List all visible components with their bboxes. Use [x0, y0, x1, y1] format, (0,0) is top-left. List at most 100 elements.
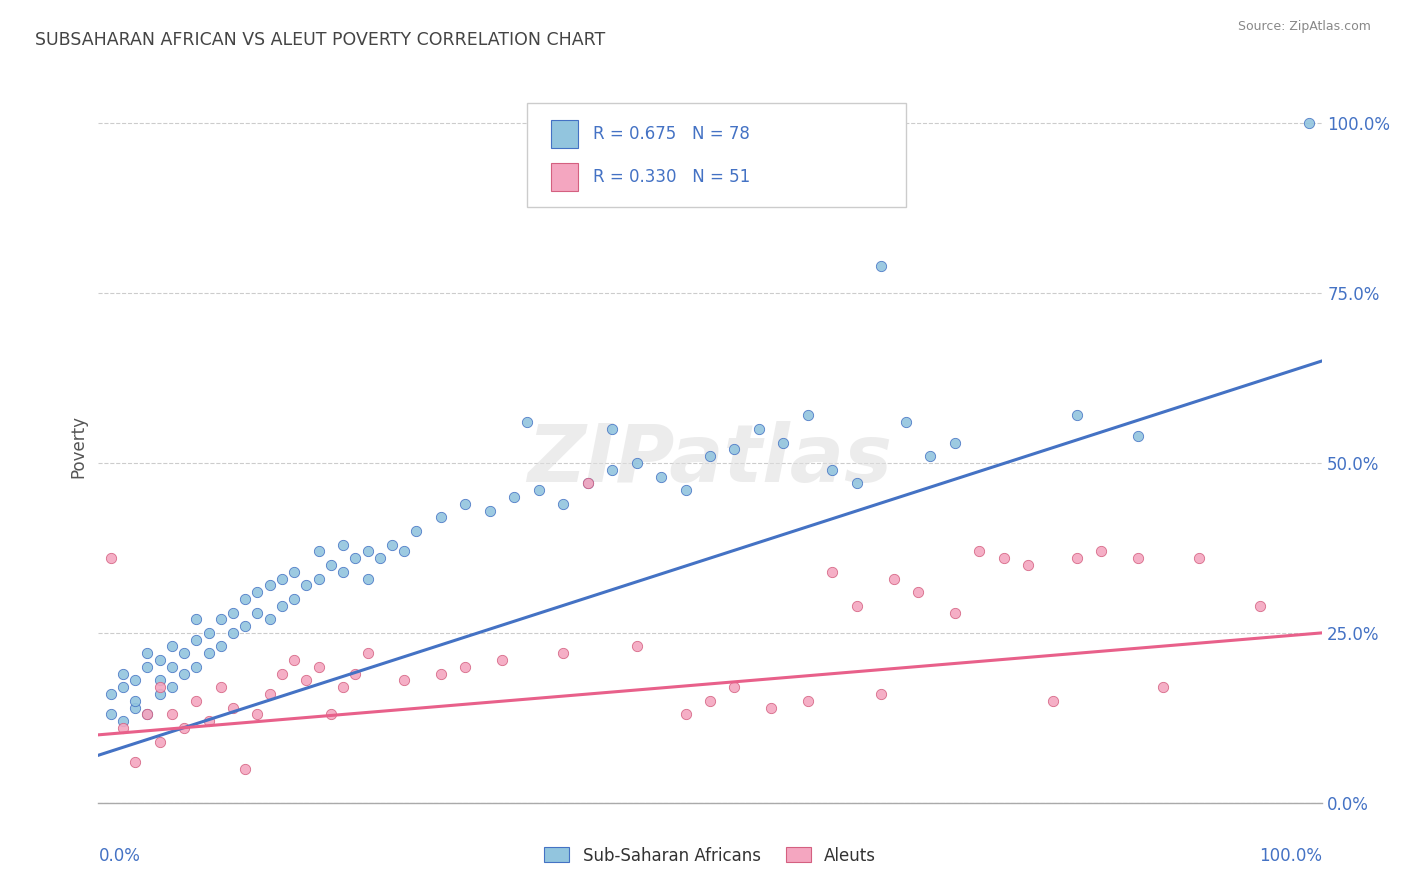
Point [491, 653, 513, 667]
Point [308, 660, 330, 674]
Point [100, 551, 122, 566]
Point [392, 544, 416, 558]
Point [149, 734, 172, 748]
Point [246, 707, 269, 722]
Point [845, 476, 868, 491]
Text: Source: ZipAtlas.com: Source: ZipAtlas.com [1237, 20, 1371, 33]
Point [209, 612, 232, 626]
Point [246, 606, 269, 620]
Point [124, 755, 146, 769]
Point [392, 673, 416, 688]
Point [675, 707, 697, 722]
Point [111, 714, 134, 729]
Point [943, 606, 966, 620]
Text: R = 0.330   N = 51: R = 0.330 N = 51 [592, 168, 749, 186]
Point [576, 476, 599, 491]
Point [124, 694, 146, 708]
Point [430, 666, 453, 681]
Point [111, 680, 134, 694]
FancyBboxPatch shape [526, 103, 905, 207]
Point [821, 565, 844, 579]
Point [1066, 409, 1088, 423]
Point [332, 680, 354, 694]
Point [173, 721, 195, 735]
Point [1017, 558, 1039, 572]
Point [259, 612, 281, 626]
Point [381, 537, 404, 551]
Point [883, 572, 905, 586]
Point [675, 483, 697, 498]
Point [233, 762, 256, 776]
Point [430, 510, 453, 524]
Point [454, 660, 477, 674]
Point [160, 680, 183, 694]
Point [600, 422, 623, 436]
Point [186, 632, 208, 647]
Point [650, 469, 672, 483]
Point [515, 415, 537, 429]
FancyBboxPatch shape [551, 162, 578, 191]
Point [527, 483, 550, 498]
Point [319, 707, 342, 722]
Point [356, 572, 378, 586]
Point [797, 409, 820, 423]
Point [136, 707, 159, 722]
Point [478, 503, 501, 517]
Point [1090, 544, 1112, 558]
Point [332, 565, 354, 579]
Point [295, 578, 318, 592]
Point [332, 537, 354, 551]
Point [1249, 599, 1271, 613]
Point [111, 721, 134, 735]
Point [368, 551, 391, 566]
Point [160, 660, 183, 674]
Legend: Sub-Saharan Africans, Aleuts: Sub-Saharan Africans, Aleuts [536, 838, 884, 873]
Point [319, 558, 342, 572]
Point [699, 694, 721, 708]
Point [454, 497, 477, 511]
Point [920, 449, 942, 463]
Point [111, 666, 134, 681]
Point [197, 626, 219, 640]
Point [870, 259, 893, 273]
Point [943, 435, 966, 450]
Point [772, 435, 794, 450]
Point [626, 640, 648, 654]
Point [797, 694, 820, 708]
Text: ZIPatlas: ZIPatlas [527, 421, 893, 500]
Point [186, 612, 208, 626]
Point [553, 646, 575, 660]
Point [222, 606, 245, 620]
Point [233, 591, 256, 606]
Point [124, 700, 146, 714]
Point [209, 640, 232, 654]
Point [173, 646, 195, 660]
Point [149, 680, 172, 694]
Point [186, 694, 208, 708]
Point [149, 687, 172, 701]
Point [1128, 429, 1150, 443]
Point [222, 700, 245, 714]
Point [907, 585, 929, 599]
Point [576, 476, 599, 491]
Point [1042, 694, 1064, 708]
Point [160, 707, 183, 722]
Point [209, 680, 232, 694]
Point [100, 687, 122, 701]
Point [821, 463, 844, 477]
Point [845, 599, 868, 613]
Point [1066, 551, 1088, 566]
Point [308, 572, 330, 586]
Point [344, 666, 367, 681]
Point [405, 524, 427, 538]
Point [233, 619, 256, 633]
Point [197, 714, 219, 729]
Text: 0.0%: 0.0% [98, 847, 141, 865]
Point [699, 449, 721, 463]
Point [1188, 551, 1211, 566]
Point [197, 646, 219, 660]
FancyBboxPatch shape [551, 120, 578, 148]
Point [723, 680, 745, 694]
Point [222, 626, 245, 640]
Point [283, 591, 305, 606]
